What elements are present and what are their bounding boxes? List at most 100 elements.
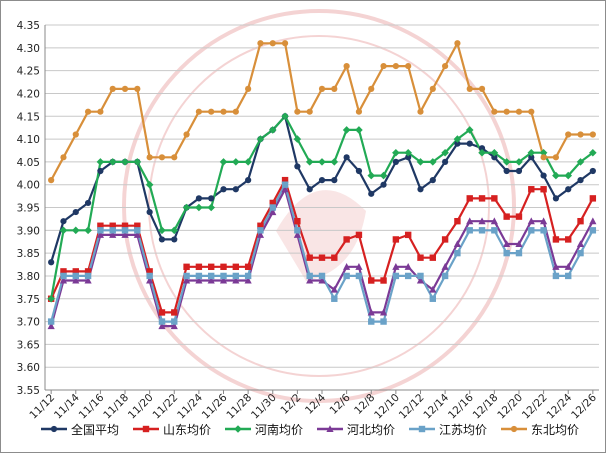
x-tick-label: 12/14 (421, 391, 451, 421)
y-tick-label: 4.30 (17, 43, 40, 55)
data-point (84, 226, 92, 235)
data-point (306, 254, 313, 261)
data-point (355, 272, 363, 280)
data-point (97, 167, 104, 175)
data-point (540, 154, 547, 161)
data-point (244, 272, 252, 280)
data-point (380, 62, 387, 70)
data-point (367, 308, 375, 316)
data-point (96, 158, 105, 166)
x-tick-label: 11/30 (249, 392, 279, 422)
data-point (257, 222, 264, 229)
data-point (232, 158, 240, 166)
data-point (355, 263, 363, 270)
data-point (466, 85, 473, 92)
data-point (540, 186, 547, 193)
data-point (318, 254, 326, 261)
data-point (564, 171, 573, 180)
legend-label: 山东均价 (163, 423, 211, 437)
data-point (244, 276, 252, 284)
data-point (576, 240, 585, 247)
data-point (454, 40, 461, 47)
data-point (528, 154, 535, 161)
data-point (589, 195, 597, 202)
data-point (466, 217, 474, 225)
legend-marker (142, 425, 150, 433)
data-point (84, 268, 92, 275)
data-point (195, 276, 203, 284)
data-point (244, 263, 252, 271)
data-point (453, 135, 462, 143)
data-point (565, 272, 572, 280)
data-point (540, 217, 548, 225)
data-point (527, 217, 535, 225)
data-point (453, 240, 462, 247)
y-tick-label: 3.80 (17, 271, 40, 283)
legend-marker (418, 425, 426, 433)
data-point (60, 154, 67, 161)
data-point (331, 295, 338, 302)
data-point (121, 227, 129, 234)
data-point (589, 227, 597, 234)
legend-marker (50, 425, 58, 433)
data-point (306, 272, 313, 280)
data-point (466, 195, 473, 202)
data-point (540, 227, 547, 234)
data-point (96, 231, 104, 238)
data-point (355, 126, 363, 134)
y-tick-label: 3.95 (17, 203, 40, 215)
series-markers (47, 40, 597, 330)
legend-marker (326, 425, 334, 432)
y-tick-label: 4.05 (17, 157, 40, 169)
data-point (171, 236, 178, 243)
data-point (392, 158, 399, 165)
y-tick-label: 4.20 (17, 88, 40, 100)
x-axis: 11/1211/1411/1611/1811/2011/2211/2411/26… (27, 390, 599, 422)
y-axis: 3.55 3.60 3.65 3.70 3.75 3.80 3.85 3.90 3.95 4.00… (17, 20, 40, 397)
legend-item-2: 山东均价 (133, 423, 211, 437)
data-point (232, 272, 240, 280)
data-point (97, 108, 104, 115)
data-point (72, 208, 79, 216)
data-point (171, 154, 178, 161)
data-point (589, 217, 597, 225)
data-point (491, 227, 498, 234)
y-tick-label: 3.70 (17, 317, 40, 329)
data-point (244, 158, 252, 166)
data-point (503, 108, 510, 115)
x-tick-label: 12/26 (569, 391, 599, 421)
data-point (392, 148, 400, 157)
data-point (232, 108, 239, 115)
data-point (121, 158, 129, 166)
data-point (343, 272, 350, 280)
data-point (355, 231, 363, 239)
data-point (294, 217, 301, 225)
data-point (417, 186, 424, 193)
data-point (146, 208, 153, 216)
x-tick-label: 11/28 (224, 392, 254, 422)
data-point (220, 272, 227, 280)
data-point (552, 195, 560, 202)
data-point (158, 322, 166, 330)
y-tick-label: 4.00 (17, 180, 40, 192)
data-point (306, 108, 313, 115)
data-point (552, 263, 560, 270)
data-point (232, 186, 239, 193)
x-tick-label: 12/10 (372, 392, 402, 422)
data-point (121, 85, 129, 92)
data-point (257, 40, 264, 47)
data-point (72, 268, 79, 275)
data-point (539, 148, 548, 157)
x-tick-label: 11/16 (77, 391, 107, 421)
data-point (589, 148, 597, 157)
data-point (552, 154, 560, 161)
y-tick-label: 4.15 (17, 111, 40, 123)
data-point (491, 154, 498, 161)
data-point (208, 108, 215, 115)
data-point (97, 227, 104, 234)
x-tick-label: 11/18 (101, 392, 131, 422)
data-point (318, 276, 326, 284)
data-point (515, 158, 523, 166)
data-point (577, 177, 584, 184)
data-point (355, 167, 363, 175)
